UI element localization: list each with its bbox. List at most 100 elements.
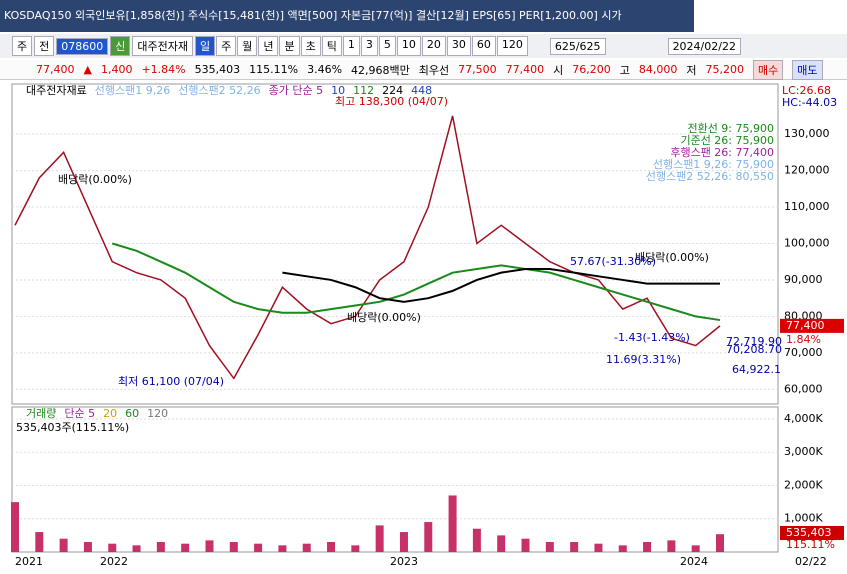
- period-button[interactable]: 주: [216, 36, 237, 56]
- volume-bar: [716, 534, 724, 552]
- bid: 77,400: [505, 63, 545, 76]
- legend-item: 거래량: [26, 407, 56, 420]
- indicator-value: 기준선 26: 75,900: [680, 134, 774, 147]
- date[interactable]: 2024/02/22: [667, 37, 741, 55]
- high: 84,000: [638, 63, 678, 76]
- period-button[interactable]: 20: [421, 36, 446, 56]
- x-label: 2023: [390, 555, 418, 568]
- title-bar: KOSDAQ150 외국인보유[1,858(천)] 주식수[15,481(천)]…: [0, 0, 694, 32]
- ask: 77,500: [458, 63, 497, 76]
- volume-bar: [545, 542, 554, 552]
- x-label: 2024: [680, 555, 708, 568]
- legend-item: 20: [103, 407, 117, 420]
- period-button[interactable]: 3: [360, 36, 378, 56]
- period-button[interactable]: 60: [471, 36, 496, 56]
- volume-tag: [780, 526, 844, 540]
- legend-item: 448: [411, 84, 432, 97]
- volume-bar: [570, 542, 579, 552]
- turnover: 3.46%: [307, 63, 343, 76]
- hc: HC:-44.03: [782, 96, 837, 109]
- legend-item: 120: [147, 407, 168, 420]
- y-tick-label: 2,000K: [784, 478, 823, 491]
- annotation: 최저 61,100 (07/04): [118, 375, 224, 388]
- volume-bar: [181, 543, 190, 552]
- volume-panel: [11, 406, 779, 553]
- volume-bar: [132, 545, 141, 552]
- volume-bar: [472, 528, 481, 552]
- x-label: 2021: [15, 555, 43, 568]
- toolbar: 주 전 078600 신 대주전자재 일 주 월 년 분 초 틱 1 3 5 10 20 30 60 120…: [0, 34, 847, 58]
- kind[interactable]: 주: [12, 36, 33, 56]
- volume-bar: [83, 542, 92, 552]
- volume-bar: [108, 543, 117, 552]
- arrow: ▲: [83, 63, 92, 76]
- rate: +1.84%: [141, 63, 186, 76]
- legend-item: 대주전자재료: [26, 84, 87, 97]
- period-button[interactable]: 분: [279, 36, 300, 56]
- price-tag: [780, 318, 844, 333]
- volume-bar: [35, 532, 44, 552]
- chart: 60,00070,00080,00090,000100,000110,00012…: [11, 83, 844, 568]
- volume-bar: [618, 545, 627, 552]
- period-button[interactable]: 30: [446, 36, 471, 56]
- buy-button[interactable]: 매수: [753, 59, 784, 80]
- volume-tag-label: 535,403: [786, 526, 832, 539]
- annotation: 배당락(0.00%): [58, 173, 132, 186]
- legend-item: 224: [382, 84, 403, 97]
- label: 저: [686, 63, 697, 77]
- y-tick-label: 120,000: [784, 164, 830, 177]
- annotation: 배당락(0.00%): [635, 251, 709, 264]
- legend-item: 선행스팬1 9,26: [95, 84, 170, 97]
- y-tick-label: 4,000K: [784, 412, 823, 425]
- label: 최우선: [418, 63, 450, 77]
- period-button[interactable]: 120: [496, 36, 528, 56]
- period-button[interactable]: 10: [396, 36, 421, 56]
- indicator-value: 선행스팬2 52,26: 80,550: [646, 170, 774, 183]
- volume-bar: [11, 502, 19, 552]
- period-button[interactable]: 월: [237, 36, 258, 56]
- volume-bar: [448, 495, 457, 552]
- y-tick-label: 130,000: [784, 127, 830, 140]
- volume-bar: [327, 542, 336, 552]
- new[interactable]: 신: [110, 36, 131, 56]
- volume-bar: [521, 538, 530, 552]
- period-button[interactable]: 초: [300, 36, 321, 56]
- period-button[interactable]: 틱: [321, 36, 342, 56]
- volume-tag-rate: 115.11%: [786, 538, 835, 551]
- legend-item: 10: [331, 84, 345, 97]
- stock-name[interactable]: 대주전자재: [132, 36, 193, 56]
- period-button[interactable]: 년: [258, 36, 279, 56]
- title: KOSDAQ150 외국인보유[1,858(천)] 주식수[15,481(천)]…: [4, 9, 622, 22]
- sell-button[interactable]: 매도: [792, 59, 823, 80]
- prev[interactable]: 전: [34, 36, 55, 56]
- legend-item: 단순 5: [64, 407, 95, 420]
- annotation: 72,719.90: [726, 335, 782, 348]
- volume-bar: [497, 535, 506, 552]
- volume-bar: [156, 542, 165, 552]
- indicator-value: 후행스팬 26: 77,400: [670, 146, 774, 159]
- period-button[interactable]: 5: [378, 36, 396, 56]
- legend-item: 112: [353, 84, 374, 97]
- period-button[interactable]: 1: [342, 36, 360, 56]
- annotation: 배당락(0.00%): [347, 311, 421, 324]
- code-input[interactable]: 078600: [56, 37, 109, 55]
- count: 625/625: [549, 37, 606, 55]
- volume-bar: [302, 543, 311, 552]
- annotation: 70,208.70: [726, 343, 782, 356]
- annotation: 11.69(3.31%): [606, 353, 681, 366]
- y-tick-label: 70,000: [784, 346, 823, 359]
- periods: 일 주 월 년 분 초 틱 1 3 5 10 20 30 60 120: [194, 36, 528, 56]
- annotation: 64,922.1: [732, 363, 781, 376]
- indicator-value: 전환선 9: 75,900: [687, 122, 774, 135]
- price: 77,400: [36, 63, 75, 76]
- volume: 535,403: [194, 63, 241, 76]
- y-tick-label: 1,000K: [784, 512, 823, 525]
- period-button[interactable]: 일: [194, 36, 216, 56]
- volume-bar: [375, 525, 384, 552]
- amount: 42,968백만: [351, 63, 410, 77]
- y-tick-label: 60,000: [784, 382, 823, 395]
- legend-item: 종가 단순 5: [269, 84, 323, 97]
- price-tag-rate: 1.84%: [786, 333, 821, 346]
- price-tag-label: 77,400: [786, 319, 825, 332]
